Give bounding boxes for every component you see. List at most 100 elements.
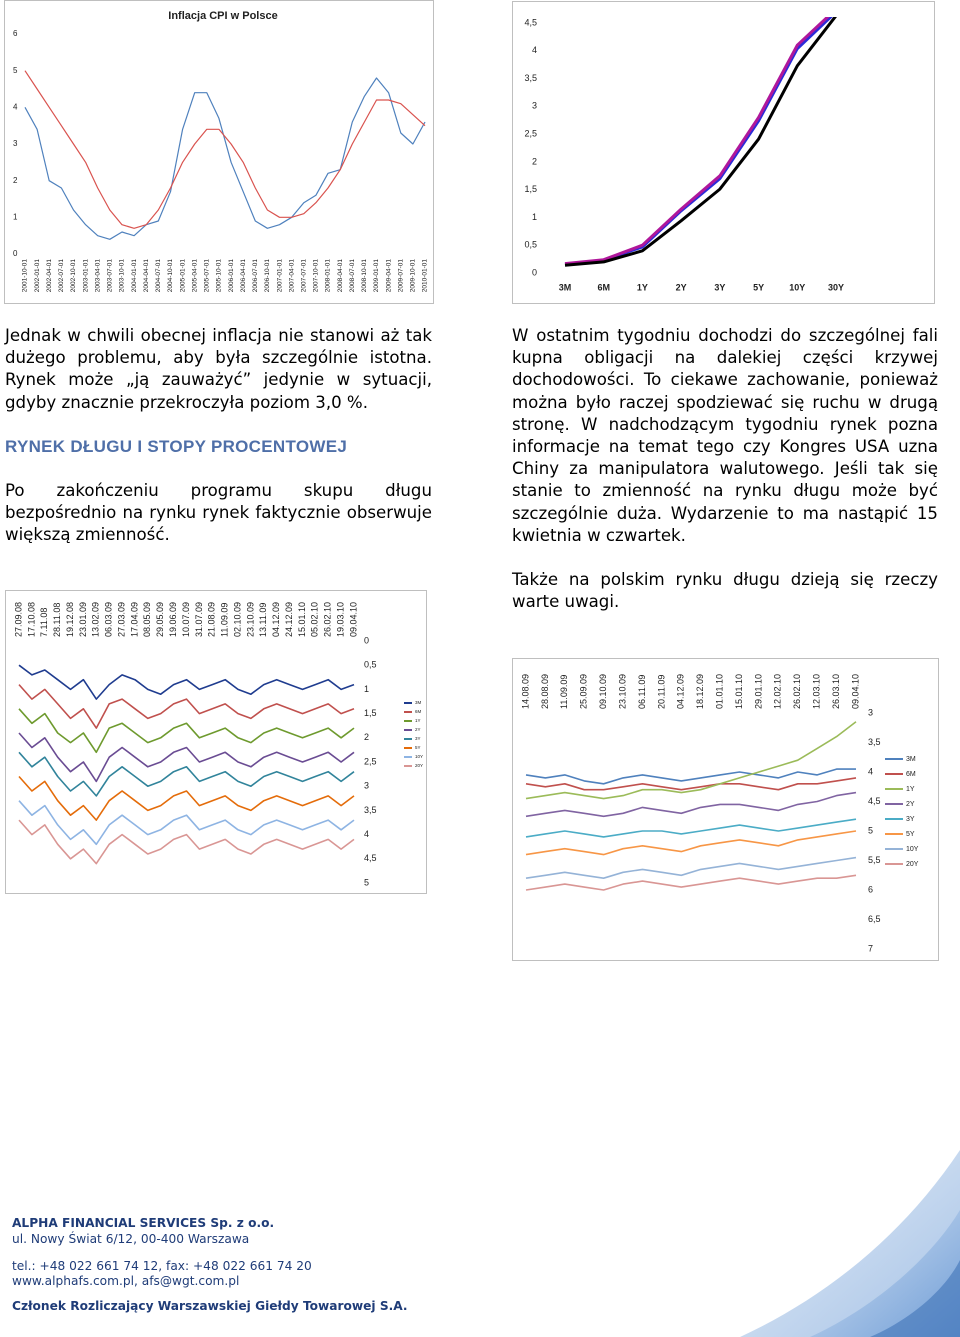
y-tick-label: 0 xyxy=(364,635,369,645)
chart: 0 0,5 1 1,5 2 2,5 3 3,5 4 4,5 5 27.09.08 17.10.08 7.1… xyxy=(13,602,423,887)
x-tick-label: 2008-04-01 xyxy=(337,259,344,293)
x-tick-label: 2004-01-01 xyxy=(131,259,138,293)
y-tick-label: 2 xyxy=(13,176,18,185)
x-tick-label: 2010-01-01 xyxy=(422,259,429,293)
x-tick-label: 2008-07-01 xyxy=(349,259,356,293)
data-line xyxy=(525,791,857,818)
x-tick-label: 19.12.08 xyxy=(65,602,75,637)
x-tick-label: 2003-07-01 xyxy=(107,259,114,293)
y-tick-label: 5 xyxy=(868,825,873,835)
left-column: Jednak w chwili obecnej inflacja nie sta… xyxy=(5,325,432,547)
legend-label: 6M xyxy=(415,709,422,714)
y-tick-label: 0,5 xyxy=(364,660,377,670)
x-tick-label: 05.02.10 xyxy=(310,602,320,637)
x-tick-label: 29.01.10 xyxy=(753,674,763,709)
x-tick-label: 15.01.10 xyxy=(297,602,307,637)
x-tick-label: 13.11.09 xyxy=(258,603,268,637)
y-tick-label: 4,5 xyxy=(868,796,881,806)
y-tick-label: 3 xyxy=(364,781,369,791)
legend-label: 1Y xyxy=(415,718,421,723)
x-tick-label: 2002-04-01 xyxy=(46,259,53,293)
y-tick-label: 5,5 xyxy=(868,855,881,865)
y-tick-label: 4 xyxy=(13,102,18,111)
x-tick-label: 09.10.09 xyxy=(598,674,608,709)
y-tick-label: 0 xyxy=(13,249,18,258)
x-tick-label: 2008-10-01 xyxy=(361,259,368,293)
x-tick-label: 29.05.09 xyxy=(155,602,165,637)
right-column: W ostatnim tygodniu dochodzi do szczegól… xyxy=(512,325,938,613)
y-tick-label: 2,5 xyxy=(364,756,377,766)
x-tick-label: 2009-10-01 xyxy=(410,259,417,293)
legend-label: 20Y xyxy=(415,763,423,768)
x-tick-label: 2009-01-01 xyxy=(373,259,380,293)
x-tick-label: 1Y xyxy=(637,282,648,292)
x-tick-label: 09.04.10 xyxy=(850,674,860,709)
x-tick-label: 2009-07-01 xyxy=(397,259,404,293)
chart-frame: 0 0,5 1 1,5 2 2,5 3 3,5 4 4,5 5 27.09.08 17.10.08 7.1… xyxy=(5,590,427,894)
legend-label: 2Y xyxy=(906,801,915,808)
x-tick-label: 24.12.09 xyxy=(284,602,294,637)
x-tick-label: 21.08.09 xyxy=(207,602,217,637)
chart-frame: 0 0,5 1 1,5 2 2,5 3 3,5 4 4,5 3M 6M 1Y 2Y 3Y 5Y 10Y 30Y xyxy=(512,1,935,304)
x-tick-label: 09.04.10 xyxy=(348,602,358,637)
paragraph: Także na polskim rynku długu dzieją się … xyxy=(512,570,938,612)
data-line xyxy=(525,856,857,879)
y-tick-label: 1 xyxy=(364,684,369,694)
x-tick-label: 2009-04-01 xyxy=(385,259,392,293)
x-tick-label: 2003-01-01 xyxy=(82,259,89,293)
y-tick-label: 0,5 xyxy=(524,240,537,250)
data-line xyxy=(18,751,355,797)
legend-label: 2Y xyxy=(415,727,421,732)
x-tick-label: 08.05.09 xyxy=(142,602,152,637)
y-tick-label: 6 xyxy=(868,884,873,894)
x-tick-label: 23.01.09 xyxy=(78,602,88,637)
x-tick-label: 26.02.10 xyxy=(792,674,802,709)
x-tick-label: 2005-10-01 xyxy=(216,259,223,293)
paragraph: Jednak w chwili obecnej inflacja nie sta… xyxy=(5,326,432,412)
x-tick-label: 2002-01-01 xyxy=(34,259,41,293)
legend-label: 1Y xyxy=(906,786,915,793)
y-tick-label: 4 xyxy=(868,766,873,776)
data-line xyxy=(18,775,355,821)
data-line xyxy=(525,830,857,856)
x-tick-label: 10Y xyxy=(789,282,805,292)
data-line xyxy=(525,818,857,838)
data-line xyxy=(18,684,355,729)
legend-label: 3M xyxy=(415,700,422,705)
legend-label: 3Y xyxy=(415,736,421,741)
x-tick-label: 26.02.10 xyxy=(323,602,333,637)
section-heading: RYNEK DŁUGU I STOPY PROCENTOWEJ xyxy=(5,436,348,456)
y-tick-label: 6,5 xyxy=(868,914,881,924)
x-tick-label: 18.12.09 xyxy=(695,674,705,709)
x-tick-label: 30Y xyxy=(828,282,844,292)
x-tick-label: 23.10.09 xyxy=(617,674,627,709)
phone: tel.: +48 022 661 74 12, fax: +48 022 66… xyxy=(12,1259,312,1273)
y-tick-label: 3 xyxy=(13,139,18,148)
data-line xyxy=(525,777,857,791)
data-line xyxy=(564,17,830,266)
y-tick-label: 4,5 xyxy=(524,17,537,27)
data-line xyxy=(525,874,857,891)
legend-label: 20Y xyxy=(906,861,919,868)
data-line xyxy=(24,70,426,229)
chart: 3 3,5 4 4,5 5 5,5 6 6,5 7 14.08.09 28.08.09 11.09.0… xyxy=(520,674,919,953)
x-tick-label: 2005-07-01 xyxy=(204,259,211,293)
x-tick-label: 6M xyxy=(597,282,610,292)
y-tick-label: 3,5 xyxy=(364,805,377,815)
membership: Członek Rozliczający Warszawskiej Giełdy… xyxy=(12,1299,408,1313)
x-tick-label: 2007-01-01 xyxy=(276,259,283,293)
y-tick-label: 3,5 xyxy=(524,73,537,83)
x-tick-label: 2006-01-01 xyxy=(228,259,235,293)
y-tick-label: 4,5 xyxy=(364,853,377,863)
data-line xyxy=(18,664,355,700)
x-tick-label: 3M xyxy=(559,282,572,292)
y-tick-label: 1,5 xyxy=(524,184,537,194)
x-tick-label: 2002-07-01 xyxy=(58,259,65,293)
x-tick-label: 06.03.09 xyxy=(104,602,114,637)
decoration xyxy=(740,1150,960,1337)
x-tick-label: 27.09.08 xyxy=(13,602,23,637)
y-tick-label: 3 xyxy=(532,101,537,111)
x-tick-label: 06.11.09 xyxy=(637,675,647,709)
legend-label: 3Y xyxy=(906,816,915,823)
